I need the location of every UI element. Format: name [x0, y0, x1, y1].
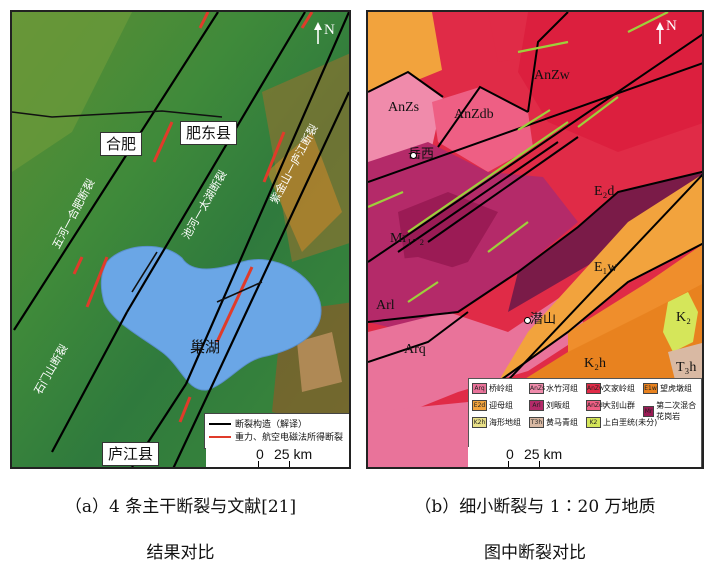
unit-e1w: E₁w — [594, 260, 618, 275]
legend-swatch: Arq — [472, 383, 487, 394]
map-faults-green — [368, 12, 669, 303]
legend-item-e1w: E1w 望虎墩组 — [643, 383, 692, 394]
place-hefei: 合肥 — [100, 132, 143, 156]
scale-bar-b — [508, 461, 540, 467]
lake-label: 巢湖 — [190, 338, 221, 356]
legend-black-label: 断裂构造（解译） — [235, 420, 308, 430]
legend-a: 断裂构造（解译） 重力、航空电磁法所得断裂 — [204, 413, 349, 449]
north-label-b: N — [666, 18, 677, 34]
legend-text: 上白垩统(未分) — [603, 418, 658, 427]
unit-anzs: AnZs — [388, 100, 420, 115]
legend-item-t3h: T3h 黄马青组 — [529, 417, 578, 428]
place-lujiang: 庐江县 — [102, 442, 160, 466]
legend-swatch: T3h — [529, 417, 544, 428]
legend-black-swatch — [209, 422, 231, 425]
legend-text: 第二次混合花岗岩 — [656, 401, 697, 421]
scale-zero-a: 0 — [256, 446, 264, 462]
gravity-faults — [72, 12, 314, 423]
legend-swatch: E2d — [472, 400, 487, 411]
legend-text: 文家岭组 — [603, 384, 635, 393]
legend-text: 迎母组 — [489, 401, 513, 410]
legend-item-k2: K2 上白垩统(未分) — [586, 417, 657, 428]
interpreted-faults-b — [368, 12, 702, 413]
town-qianshan: 潜山 — [530, 312, 557, 327]
legend-item-arl: Arl 刘畈组 — [529, 400, 570, 411]
legend-swatch: AnZw — [586, 383, 604, 394]
caption-b-line1: （b）细小断裂与 1∶20 万地质 — [414, 497, 656, 517]
minor-faults — [12, 110, 263, 303]
terrain-map — [12, 12, 349, 467]
north-label: N — [324, 22, 335, 38]
unit-mr: Mr₁₋₂ — [390, 231, 425, 246]
legend-text: 海形地组 — [489, 418, 521, 427]
legend-item-e2d: E2d 迎母组 — [472, 400, 513, 411]
legend-item-k2h: K2h 海形地组 — [472, 417, 521, 428]
legend-text: 望虎墩组 — [660, 384, 692, 393]
legend-item-anzw: AnZw 文家岭组 — [586, 383, 635, 394]
unit-arq: Arq — [404, 342, 426, 357]
caption-b-line2: 图中断裂对比 — [484, 543, 586, 563]
legend-text: 桥岭组 — [489, 384, 513, 393]
interpreted-faults — [13, 12, 349, 467]
legend-swatch: AnZdb — [586, 400, 607, 411]
scale-label-b: 25 km — [524, 446, 563, 462]
qianshan-marker — [524, 317, 531, 324]
legend-swatch: E1w — [643, 383, 658, 394]
caption-a-line2: 结果对比 — [146, 543, 215, 563]
legend-red-swatch — [209, 435, 231, 438]
yuexi-marker — [410, 152, 417, 159]
legend-swatch: Arl — [529, 400, 544, 411]
unit-anzdb: AnZdb — [454, 107, 494, 122]
unit-e2d: E₂d — [594, 184, 615, 199]
legend-swatch: K2h — [472, 417, 487, 428]
legend-text: 水竹河组 — [546, 384, 578, 393]
legend-red-label: 重力、航空电磁法所得断裂 — [235, 433, 344, 443]
caption-a-line1: （a）4 条主干断裂与文献[21] — [64, 497, 297, 517]
place-feidong: 肥东县 — [180, 121, 238, 145]
unit-t3h: T₃h — [676, 360, 697, 375]
legend-swatch: AnZs — [529, 383, 546, 394]
lake-chaohu — [100, 245, 322, 391]
legend-swatch: K2 — [586, 417, 601, 428]
legend-swatch: Mr — [643, 405, 655, 417]
scale-zero-b: 0 — [506, 446, 514, 462]
map-panel-b: N AnZw AnZs AnZdb 岳西 Mr₁₋₂ E₂d E₁w Arl 潜… — [366, 10, 704, 469]
unit-anzw: AnZw — [534, 68, 570, 83]
legend-item-anzdb: AnZdb 大别山群 — [586, 400, 635, 411]
scale-label-a: 25 km — [274, 446, 313, 462]
scale-box-a — [206, 447, 349, 467]
legend-item-mr: Mr 第二次混合花岗岩 — [643, 400, 701, 422]
unit-k2: K₂ — [676, 310, 691, 325]
scale-bar-a — [258, 461, 290, 467]
legend-text: 黄马青组 — [546, 418, 578, 427]
unit-k2h: K₂h — [584, 356, 606, 371]
legend-text: 大别山群 — [603, 401, 635, 410]
unit-arl: Arl — [376, 298, 395, 313]
legend-item-anzs: AnZs 水竹河组 — [529, 383, 578, 394]
legend-text: 刘畈组 — [546, 401, 570, 410]
legend-item-arq: Arq 桥岭组 — [472, 383, 513, 394]
scale-box-b — [468, 447, 700, 467]
map-panel-a: N 合肥 肥东县 庐江县 巢湖 五河一合肥断裂 池河一太湖断裂 紫金山一庐江断裂… — [10, 10, 351, 469]
